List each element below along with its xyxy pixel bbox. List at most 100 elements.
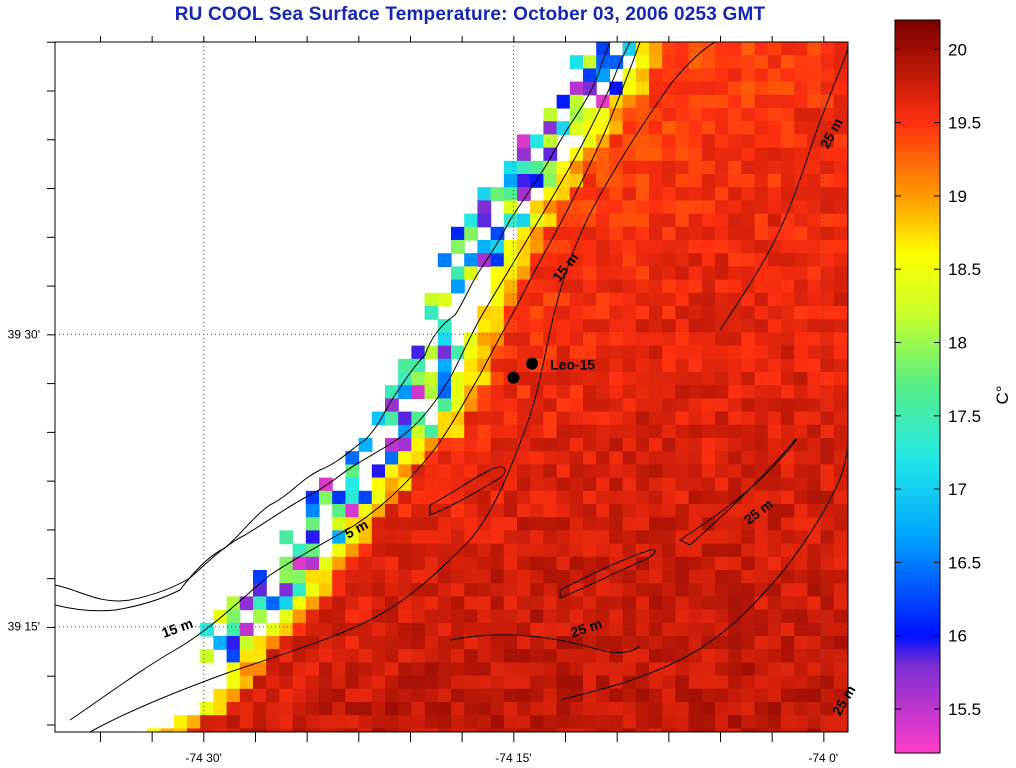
sst-cell	[622, 358, 637, 373]
sst-cell	[820, 398, 835, 413]
sst-cell	[437, 636, 452, 650]
sst-cell	[715, 715, 729, 729]
sst-cell	[649, 121, 663, 135]
sst-cell	[556, 319, 571, 333]
sst-cell	[490, 266, 505, 281]
sst-cell	[530, 609, 544, 624]
sst-cell	[794, 226, 808, 241]
sst-cell	[358, 556, 373, 571]
sst-cell	[596, 609, 610, 624]
sst-cell	[147, 728, 162, 732]
sst-cell	[794, 306, 808, 320]
sst-cell	[266, 688, 280, 703]
sst-cell	[741, 504, 756, 518]
sst-cell	[332, 570, 346, 584]
sst-cell	[464, 688, 478, 703]
sst-cell	[503, 253, 518, 267]
sst-cell	[583, 411, 597, 426]
sst-cell	[279, 556, 294, 571]
sst-cell	[583, 675, 597, 690]
sst-cell	[517, 174, 531, 188]
sst-cell	[503, 715, 518, 729]
sst-cell	[371, 675, 386, 690]
sst-cell	[662, 187, 676, 201]
sst-cell	[715, 345, 729, 360]
sst-cell	[847, 517, 848, 531]
sst-cell	[609, 332, 624, 347]
sst-cell	[503, 688, 518, 703]
sst-cell	[741, 570, 756, 584]
sst-cell	[490, 517, 505, 531]
sst-cell	[385, 543, 399, 558]
sst-cell	[556, 372, 571, 386]
sst-cell	[411, 688, 426, 703]
sst-cell	[847, 279, 848, 294]
sst-cell	[794, 530, 808, 545]
sst-cell	[833, 636, 848, 650]
sst-cell	[649, 609, 663, 624]
sst-cell	[292, 728, 307, 732]
sst-cell	[385, 477, 399, 492]
sst-cell	[741, 81, 756, 96]
sst-cell	[781, 504, 795, 518]
sst-cell	[675, 160, 690, 175]
sst-cell	[358, 504, 373, 518]
sst-cell	[833, 121, 848, 135]
sst-cell	[543, 517, 558, 531]
sst-cell	[239, 662, 254, 677]
sst-cell	[781, 266, 795, 281]
sst-cell	[715, 108, 729, 122]
sst-cell	[477, 636, 492, 650]
sst-cell	[477, 253, 492, 267]
sst-cell	[371, 596, 386, 611]
sst-cell	[490, 609, 505, 624]
sst-cell	[847, 292, 848, 307]
sst-cell	[279, 688, 294, 703]
sst-cell	[741, 662, 756, 677]
sst-cell	[754, 504, 769, 518]
sst-cell	[781, 345, 795, 360]
sst-cell	[715, 68, 729, 83]
sst-cell	[266, 649, 280, 663]
sst-cell	[530, 662, 544, 677]
sst-cell	[583, 662, 597, 677]
sst-cell	[675, 42, 690, 56]
sst-cell	[517, 411, 531, 426]
sst-cell	[662, 543, 676, 558]
sst-cell	[530, 345, 544, 360]
sst-cell	[503, 332, 518, 347]
sst-cell	[622, 688, 637, 703]
sst-cell	[622, 609, 637, 624]
sst-cell	[569, 81, 584, 96]
sst-cell	[398, 583, 412, 597]
sst-cell	[556, 292, 571, 307]
sst-cell	[754, 200, 769, 215]
sst-cell	[305, 649, 320, 663]
sst-cell	[477, 688, 492, 703]
sst-cell	[556, 517, 571, 531]
sst-cell	[464, 583, 478, 597]
sst-cell	[754, 147, 769, 162]
sst-cell	[767, 424, 782, 439]
sst-cell	[701, 490, 716, 505]
sst-cell	[794, 464, 808, 479]
sst-cell	[385, 398, 399, 413]
sst-cell	[477, 385, 492, 399]
sst-cell	[794, 266, 808, 281]
sst-cell	[583, 226, 597, 241]
sst-cell	[728, 108, 742, 122]
sst-cell	[820, 345, 835, 360]
sst-cell	[635, 649, 650, 663]
sst-cell	[781, 279, 795, 294]
sst-cell	[741, 622, 756, 637]
sst-cell	[701, 688, 716, 703]
sst-cell	[741, 596, 756, 611]
sst-cell	[503, 702, 518, 716]
sst-cell	[781, 213, 795, 228]
sst-cell	[503, 187, 518, 201]
sst-cell	[833, 108, 848, 122]
sst-cell	[754, 464, 769, 479]
sst-cell	[622, 583, 637, 597]
sst-cell	[596, 332, 610, 347]
sst-cell	[569, 226, 584, 241]
